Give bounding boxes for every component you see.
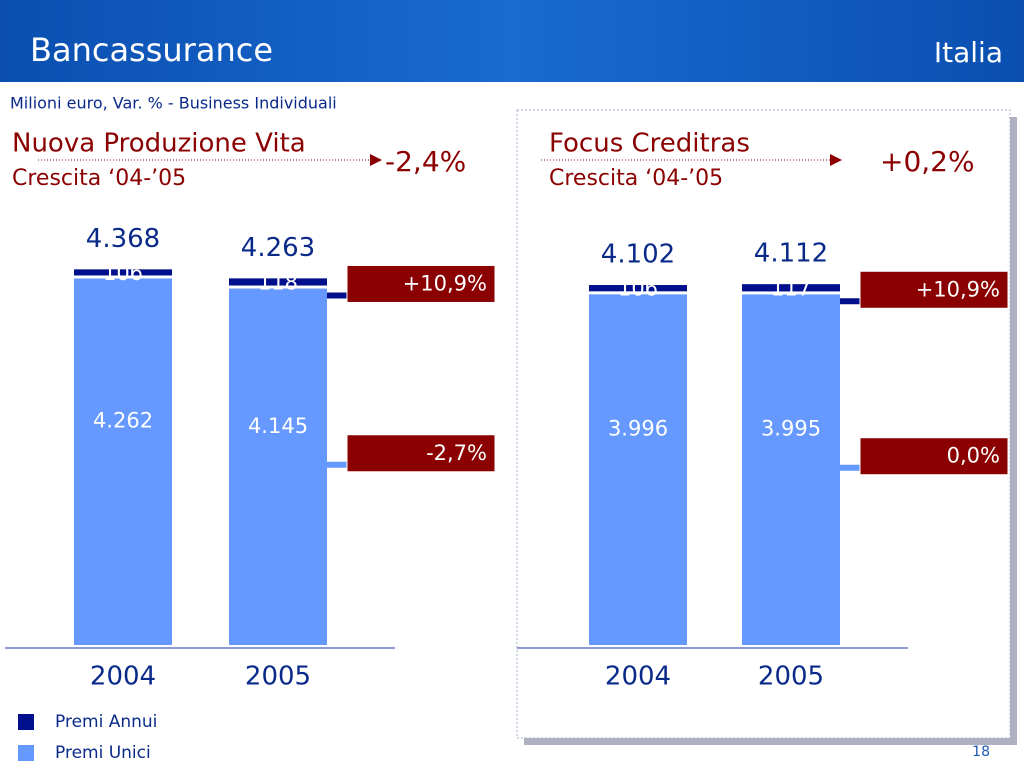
- legend-swatch: [18, 714, 34, 730]
- growth-box: [859, 270, 1009, 309]
- total-label: 4.263: [241, 233, 315, 263]
- value-label: 118: [258, 270, 298, 294]
- value-label: 117: [771, 276, 811, 300]
- x-tick-label: 2005: [245, 662, 311, 692]
- bar-segment: [229, 278, 327, 286]
- bar-segment: [74, 278, 172, 645]
- growth-label: -2,7%: [426, 441, 487, 465]
- total-growth: -2,4%: [385, 145, 466, 178]
- chart-subtitle: Crescita ‘04-’05: [549, 166, 723, 191]
- legend-swatch: [18, 745, 34, 761]
- value-label: 3.995: [761, 417, 821, 441]
- value-label: 4.262: [93, 409, 153, 433]
- chart-subtitle: Crescita ‘04-’05: [12, 166, 186, 191]
- legend-label: Premi Annui: [55, 712, 157, 732]
- value-label: 4.145: [248, 414, 308, 438]
- slide-title: Bancassurance: [30, 31, 273, 69]
- growth-label: +10,9%: [403, 271, 487, 295]
- arrow-head: [370, 154, 382, 166]
- growth-box: [346, 264, 496, 303]
- legend-label: Premi Unici: [55, 743, 151, 763]
- page-number: 18: [972, 744, 990, 760]
- bar-segment: [589, 285, 687, 292]
- arrow-head: [830, 154, 842, 166]
- bar-segment: [229, 288, 327, 645]
- bar-segment: [74, 269, 172, 276]
- growth-box: [859, 437, 1009, 476]
- total-growth: +0,2%: [880, 145, 975, 178]
- value-label: 106: [103, 261, 143, 285]
- x-tick-label: 2005: [758, 662, 824, 692]
- note: Milioni euro, Var. % - Business Individu…: [10, 94, 337, 113]
- value-label: 106: [618, 277, 658, 301]
- x-tick-label: 2004: [90, 662, 156, 692]
- total-label: 4.112: [754, 239, 828, 269]
- header-bar: [0, 0, 1024, 82]
- total-label: 4.368: [86, 224, 160, 254]
- region: Italia: [934, 36, 1003, 69]
- growth-box: [346, 434, 496, 473]
- chart-title: Focus Creditras: [549, 129, 750, 159]
- bar-segment: [742, 284, 840, 292]
- value-label: 3.996: [608, 417, 668, 441]
- growth-label: +10,9%: [916, 277, 1000, 301]
- x-tick-label: 2004: [605, 662, 671, 692]
- growth-label: 0,0%: [947, 444, 1000, 468]
- total-label: 4.102: [601, 240, 675, 270]
- bar-segment: [742, 294, 840, 645]
- chart-title: Nuova Produzione Vita: [12, 129, 306, 159]
- bar-segment: [589, 294, 687, 645]
